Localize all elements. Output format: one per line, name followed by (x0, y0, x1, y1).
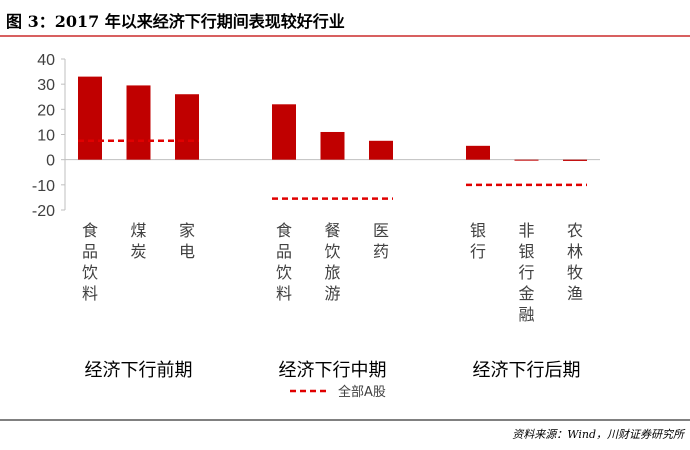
x-tick-label: 农林牧渔 (567, 221, 583, 303)
bar (563, 159, 587, 161)
x-tick-label: 煤炭 (130, 221, 146, 261)
legend-label: 全部A股 (338, 384, 386, 400)
group-label: 经济下行后期 (473, 360, 581, 381)
bar (272, 104, 296, 160)
y-tick-label: 40 (37, 52, 55, 69)
y-tick-label: 30 (37, 77, 55, 94)
y-tick-label: -10 (32, 178, 55, 195)
group-label: 经济下行中期 (279, 360, 387, 381)
x-tick-label: 银行 (470, 221, 486, 261)
y-tick-label: 20 (37, 102, 55, 119)
y-tick-label: 10 (37, 128, 55, 145)
y-tick-label: -20 (32, 203, 55, 220)
bar (514, 159, 539, 161)
bar (466, 145, 490, 160)
x-tick-label: 餐饮旅游 (324, 221, 340, 303)
x-tick-label: 医药 (373, 221, 389, 261)
x-tick-label: 非银行金融 (518, 221, 534, 324)
x-tick-label: 食品饮料 (276, 221, 292, 303)
group-label: 经济下行前期 (85, 360, 193, 381)
source-note: 资料来源：Wind，川财证券研究所 (512, 428, 684, 441)
x-tick-label: 家电 (179, 221, 195, 261)
bar (320, 131, 345, 160)
x-tick-label: 食品饮料 (82, 221, 98, 303)
bar (78, 76, 102, 160)
bar (175, 94, 199, 160)
figure-title: 图 3：2017 年以来经济下行期间表现较好行业 (6, 12, 345, 31)
bar (369, 140, 393, 160)
y-tick-label: 0 (46, 153, 55, 170)
bar (126, 85, 151, 160)
